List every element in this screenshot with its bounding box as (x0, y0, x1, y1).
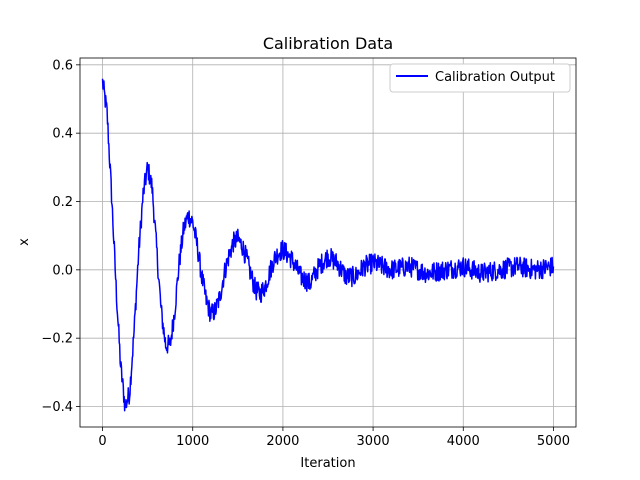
x-tick-label: 3000 (357, 434, 390, 449)
y-tick-label: 0.2 (52, 195, 73, 210)
series-line (101, 78, 555, 412)
grid (80, 58, 576, 427)
x-tick-label: 0 (98, 434, 106, 449)
y-tick-label: 0.0 (52, 263, 73, 278)
x-tick-label: 4000 (447, 434, 480, 449)
legend: Calibration Output (389, 63, 571, 93)
series-layer (101, 78, 555, 412)
x-tick-label: 1000 (176, 434, 209, 449)
legend-label: Calibration Output (435, 70, 555, 85)
chart-title: Calibration Data (263, 34, 393, 53)
x-tick-label: 2000 (266, 434, 299, 449)
x-axis-label: Iteration (300, 456, 355, 471)
x-axis: 0 1000 2000 3000 4000 5000 (98, 427, 570, 449)
legend-box (389, 63, 571, 93)
y-axis-label: x (17, 238, 32, 246)
x-tick-label: 5000 (537, 434, 570, 449)
y-tick-label: 0.4 (52, 127, 73, 142)
y-tick-label: 0.6 (52, 58, 73, 73)
y-axis: −0.4 −0.2 0.0 0.2 0.4 0.6 (41, 58, 80, 415)
y-tick-label: −0.2 (41, 332, 73, 347)
plot-frame (79, 57, 577, 428)
y-tick-label: −0.4 (41, 400, 73, 415)
